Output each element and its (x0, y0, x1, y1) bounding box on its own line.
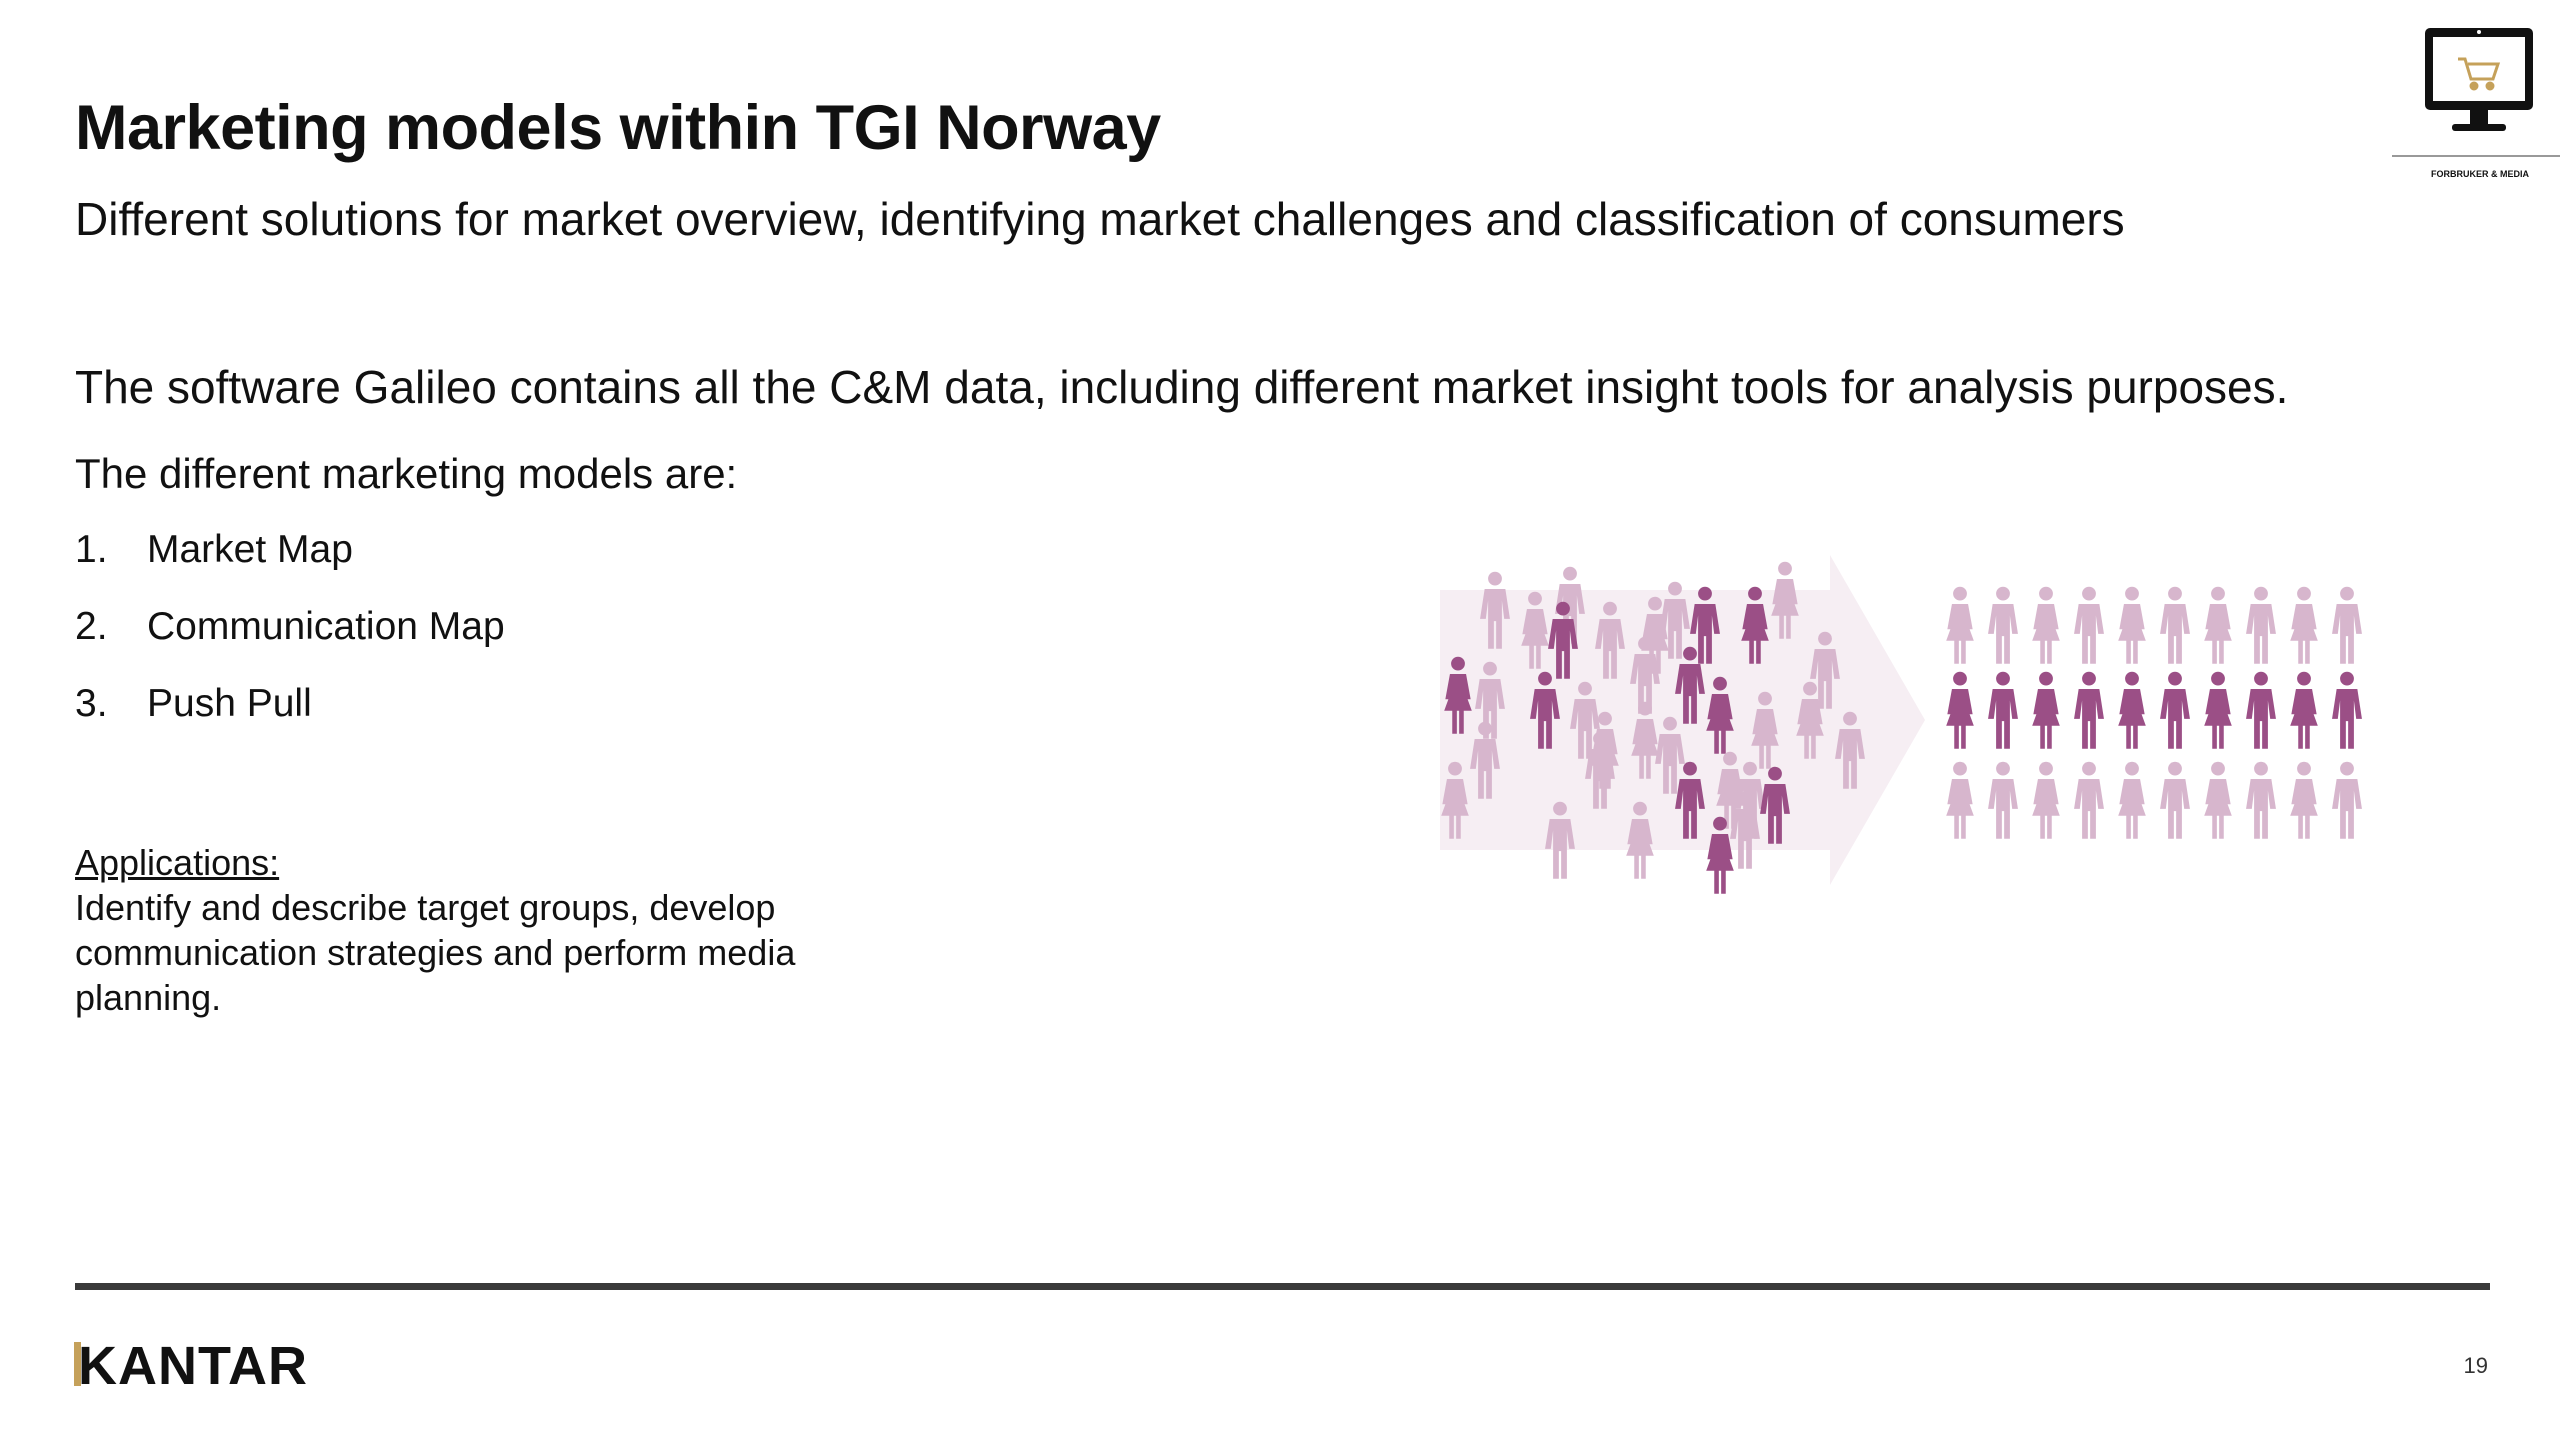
person-icon-light (2204, 761, 2232, 839)
person-icon-dark (1988, 671, 2018, 749)
person-icon-light (2246, 761, 2276, 839)
slide-title: Marketing models within TGI Norway (75, 93, 1161, 163)
person-icon-dark (2332, 671, 2362, 749)
person-icon-light (1988, 586, 2018, 664)
person-icon-light (2204, 586, 2232, 664)
person-icon-dark (2290, 671, 2318, 749)
page-number: 19 (2463, 1353, 2488, 1378)
person-icon-light (2246, 586, 2276, 664)
grouped-people (1946, 586, 2362, 839)
slide-subtitle: Different solutions for market overview,… (75, 193, 2125, 245)
person-icon-light (1988, 761, 2018, 839)
person-icon-light (2032, 586, 2060, 664)
person-icon-dark (2160, 671, 2190, 749)
person-icon-dark (1946, 671, 1974, 749)
person-icon-light (2032, 761, 2060, 839)
person-icon-light (2074, 586, 2104, 664)
logo-accent-bar (74, 1342, 81, 1386)
people-grouping-illustration (1440, 555, 2362, 894)
person-icon-dark (2204, 671, 2232, 749)
applications-body: Identify and describe target groups, dev… (75, 887, 796, 1018)
kantar-wordmark: KANTAR (78, 1336, 308, 1396)
person-icon-light (2160, 586, 2190, 664)
person-icon-light (1946, 586, 1974, 664)
person-icon-light (2290, 761, 2318, 839)
model-number: 2. (75, 605, 108, 648)
intro-text: The software Galileo contains all the C&… (75, 361, 2289, 413)
person-icon-light (2332, 761, 2362, 839)
person-icon-light (2074, 761, 2104, 839)
applications-block: Applications: Identify and describe targ… (75, 840, 835, 1020)
forbruker-media-logo: FORBRUKER & MEDIA (2392, 28, 2560, 179)
model-label: Market Map (147, 528, 353, 571)
person-icon-light (2332, 586, 2362, 664)
person-icon-dark (2032, 671, 2060, 749)
model-number: 3. (75, 682, 108, 725)
person-icon-light (1946, 761, 1974, 839)
logo-caption: FORBRUKER & MEDIA (2431, 169, 2529, 179)
footer-divider (75, 1283, 2490, 1290)
person-icon-light (2118, 586, 2146, 664)
applications-title: Applications: (75, 842, 280, 883)
models-heading: The different marketing models are: (75, 450, 738, 497)
model-number: 1. (75, 528, 108, 571)
person-icon-dark (2074, 671, 2104, 749)
model-label: Communication Map (147, 605, 505, 648)
person-icon-dark (2118, 671, 2146, 749)
kantar-logo: KANTAR (74, 1335, 308, 1397)
cart-icon (2458, 57, 2501, 91)
person-icon-light (2290, 586, 2318, 664)
person-icon-dark (2246, 671, 2276, 749)
person-icon-light (2118, 761, 2146, 839)
model-label: Push Pull (147, 682, 312, 725)
person-icon-light (2160, 761, 2190, 839)
